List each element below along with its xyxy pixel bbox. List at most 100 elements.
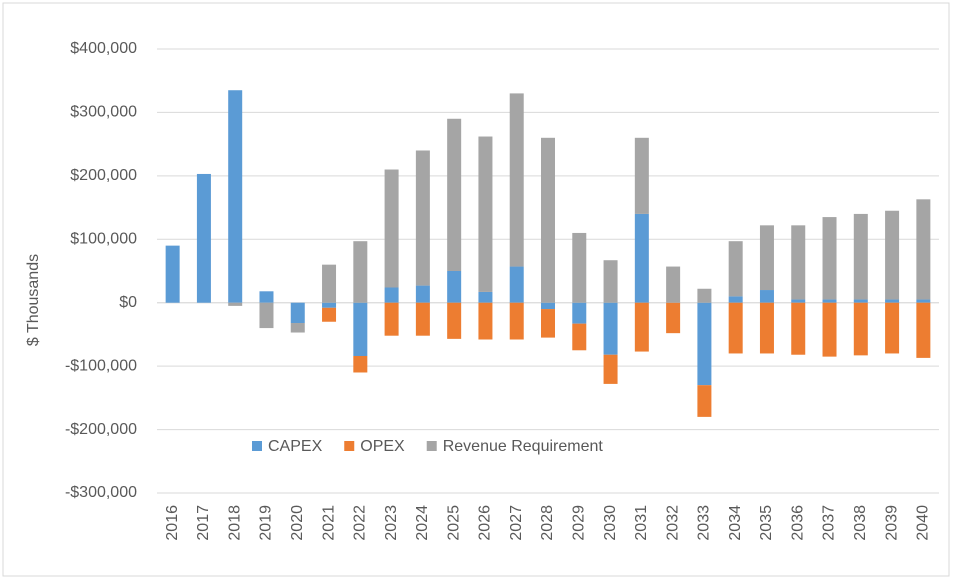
bar: [228, 302, 243, 306]
bar: [541, 302, 555, 310]
bar: [916, 299, 931, 303]
bar: [853, 213, 868, 300]
bar: [728, 302, 743, 354]
bar: [885, 299, 900, 303]
x-tick-label: 2036: [789, 505, 806, 541]
bar: [259, 302, 274, 329]
x-tick-label: 2024: [414, 505, 431, 541]
bar: [822, 217, 837, 300]
bar: [759, 225, 774, 291]
bar: [259, 291, 274, 303]
legend-label: OPEX: [360, 438, 405, 455]
x-tick-label: 2038: [852, 505, 869, 541]
bar: [478, 291, 493, 303]
bar: [384, 302, 399, 336]
bar: [603, 260, 618, 303]
y-tick-label: -$200,000: [65, 421, 137, 438]
bar: [196, 173, 211, 303]
bar: [509, 302, 524, 340]
bar: [728, 241, 743, 297]
x-tick-label: 2039: [883, 505, 900, 541]
x-tick-label: 2026: [477, 505, 494, 541]
bar: [759, 302, 774, 354]
bar: [603, 354, 618, 384]
x-tick-label: 2022: [352, 505, 369, 541]
bar: [822, 299, 837, 303]
bar: [603, 302, 618, 355]
x-tick-label: 2018: [226, 505, 243, 541]
bar: [322, 264, 337, 303]
bar: [541, 137, 555, 303]
y-tick-label: $0: [119, 294, 137, 311]
bar: [541, 309, 555, 338]
y-tick-label: -$300,000: [65, 484, 137, 501]
x-tick-label: 2019: [258, 505, 275, 541]
y-tick-label: $200,000: [70, 167, 137, 184]
legend-swatch: [252, 441, 262, 451]
x-tick-label: 2025: [445, 505, 462, 541]
bar: [478, 302, 493, 340]
y-tick-label: $100,000: [70, 231, 137, 248]
bar: [290, 302, 305, 324]
x-tick-label: 2031: [633, 505, 650, 541]
bar: [478, 136, 493, 292]
bar: [509, 93, 524, 267]
bar: [572, 302, 587, 324]
legend-label: CAPEX: [268, 438, 323, 455]
x-tick-label: 2023: [383, 505, 400, 541]
x-tick-label: 2027: [508, 505, 525, 541]
bar: [697, 288, 712, 303]
bar: [728, 296, 743, 303]
x-tick-label: 2020: [289, 505, 306, 541]
y-tick-label: $400,000: [70, 40, 137, 57]
bar: [509, 266, 524, 303]
x-tick-label: 2037: [821, 505, 838, 541]
bar: [572, 232, 587, 303]
legend-label: Revenue Requirement: [443, 438, 604, 455]
bar: [697, 385, 712, 417]
bar: [697, 302, 712, 386]
bar: [759, 290, 774, 303]
legend-swatch: [344, 441, 355, 451]
x-tick-label: 2030: [602, 505, 619, 541]
bar: [353, 302, 368, 356]
bar: [885, 302, 900, 354]
bar: [791, 225, 806, 300]
bar: [853, 299, 868, 303]
bar: [634, 137, 649, 214]
x-tick-label: 2032: [664, 505, 681, 541]
x-tick-label: 2017: [195, 505, 212, 541]
bar: [447, 271, 462, 303]
x-tick-label: 2035: [758, 505, 775, 541]
x-tick-label: 2016: [164, 505, 181, 541]
bar: [353, 355, 368, 373]
bar: [384, 287, 399, 303]
bar: [916, 302, 931, 358]
bar: [415, 285, 430, 303]
x-tick-label: 2040: [915, 505, 932, 541]
bar: [885, 210, 900, 300]
bar: [290, 323, 305, 333]
y-axis-label: $ Thousands: [25, 254, 42, 346]
x-tick-label: 2034: [727, 505, 744, 541]
bar: [165, 245, 180, 303]
y-tick-label: $300,000: [70, 104, 137, 121]
bar: [822, 302, 837, 357]
legend-swatch: [426, 441, 437, 451]
bar: [572, 323, 587, 351]
bar: [791, 299, 806, 303]
bar: [447, 302, 462, 339]
bar: [666, 266, 681, 303]
bar: [415, 302, 430, 336]
y-tick-label: -$100,000: [65, 357, 137, 374]
bar: [384, 169, 399, 288]
bar: [322, 307, 337, 322]
bar: [228, 90, 243, 303]
x-tick-label: 2021: [320, 505, 337, 541]
bar: [634, 213, 649, 303]
x-tick-label: 2029: [570, 505, 587, 541]
x-tick-label: 2028: [539, 505, 556, 541]
bar: [666, 302, 681, 334]
